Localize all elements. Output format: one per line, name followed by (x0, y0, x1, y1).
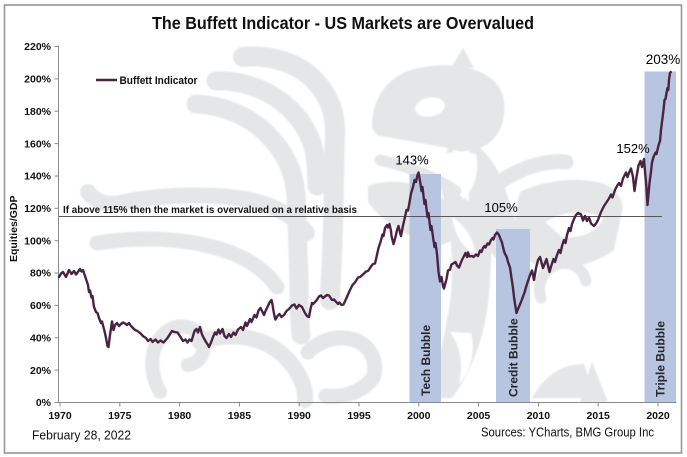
svg-text:1990: 1990 (288, 410, 312, 422)
svg-text:60%: 60% (30, 300, 52, 312)
svg-text:1970: 1970 (48, 410, 72, 422)
svg-text:140%: 140% (24, 171, 52, 183)
svg-text:Credit Bubble: Credit Bubble (507, 318, 521, 397)
svg-text:The Buffett Indicator - US Mar: The Buffett Indicator - US Markets are O… (152, 13, 534, 33)
svg-text:0%: 0% (36, 397, 52, 409)
svg-text:203%: 203% (646, 52, 681, 67)
svg-text:Buffett Indicator: Buffett Indicator (120, 75, 199, 87)
svg-text:180%: 180% (24, 106, 52, 118)
svg-text:Triple Bubble: Triple Bubble (654, 321, 668, 397)
svg-text:2010: 2010 (527, 410, 551, 422)
svg-text:100%: 100% (24, 235, 52, 247)
svg-text:120%: 120% (24, 203, 52, 215)
svg-text:1995: 1995 (347, 410, 371, 422)
svg-text:200%: 200% (24, 74, 52, 86)
svg-text:105%: 105% (484, 200, 518, 215)
svg-text:1975: 1975 (108, 410, 132, 422)
svg-text:220%: 220% (24, 41, 52, 53)
svg-text:2015: 2015 (587, 410, 611, 422)
svg-text:2020: 2020 (646, 410, 670, 422)
svg-text:February 28, 2022: February 28, 2022 (32, 429, 131, 443)
svg-text:2000: 2000 (407, 410, 431, 422)
svg-text:1985: 1985 (228, 410, 252, 422)
svg-text:1980: 1980 (168, 410, 192, 422)
svg-text:143%: 143% (395, 153, 429, 168)
svg-text:160%: 160% (24, 138, 52, 150)
svg-text:Tech Bubble: Tech Bubble (419, 325, 433, 396)
svg-text:20%: 20% (30, 365, 52, 377)
svg-text:80%: 80% (30, 268, 52, 280)
svg-text:Sources: YCharts, BMG Group In: Sources: YCharts, BMG Group Inc (481, 426, 654, 440)
svg-text:152%: 152% (616, 141, 650, 156)
svg-text:If above 115% then the market: If above 115% then the market is overval… (63, 204, 357, 216)
svg-text:Equities/GDP: Equities/GDP (8, 195, 20, 262)
svg-text:40%: 40% (30, 333, 52, 345)
svg-text:2005: 2005 (467, 410, 491, 422)
